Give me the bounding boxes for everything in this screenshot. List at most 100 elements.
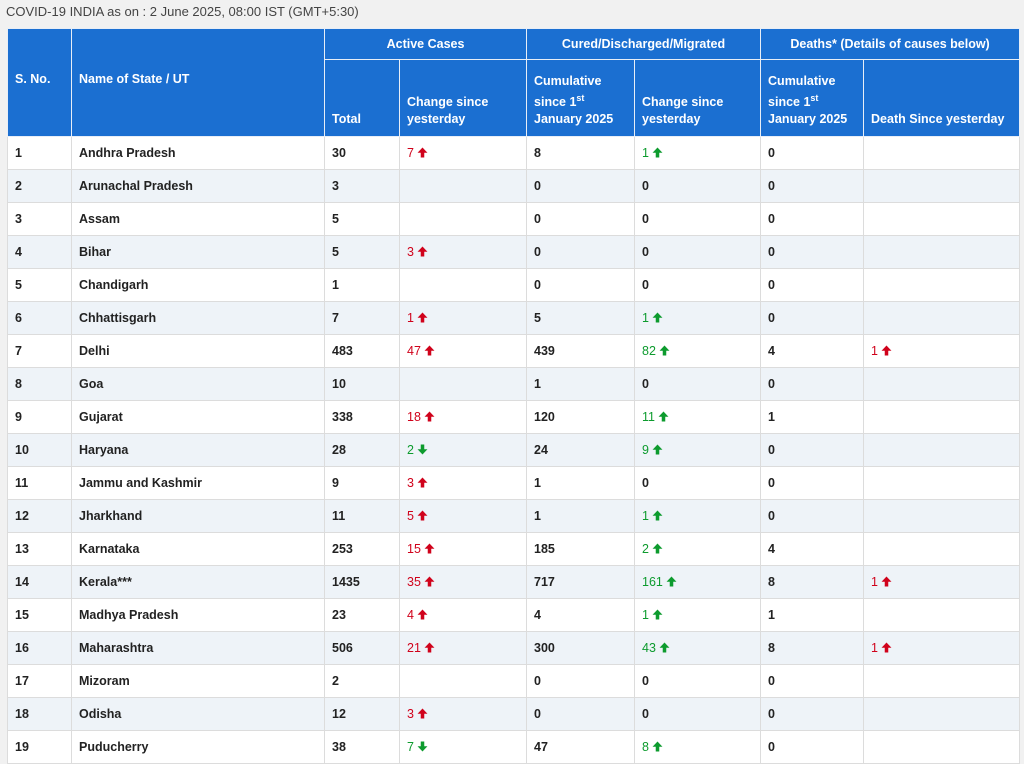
table-row: 9 Gujarat 338 18 120 11 1 — [7, 400, 1021, 434]
change-value: 5 — [407, 509, 414, 523]
cell-deaths-cumulative: 0 — [760, 136, 865, 170]
change-value: 7 — [407, 740, 414, 754]
cell-cured-change: 0 — [634, 367, 762, 401]
cell-death-change — [863, 367, 1021, 401]
cell-sno: 13 — [7, 532, 72, 566]
header-active-change: Change since yesterday — [398, 59, 528, 137]
table-row: 2 Arunachal Pradesh 3 0 0 0 — [7, 169, 1021, 203]
cell-sno: 6 — [7, 301, 72, 335]
table-row: 8 Goa 10 1 0 0 — [7, 367, 1021, 401]
cell-cured-cumulative: 300 — [526, 631, 636, 665]
header-cumulative-prefix: Cumulative since 1 — [768, 73, 836, 109]
table-row: 17 Mizoram 2 0 0 0 — [7, 664, 1021, 698]
header-active-total: Total — [324, 59, 400, 137]
cell-active-total: 3 — [324, 169, 400, 203]
cell-cured-change: 1 — [634, 136, 762, 170]
change-value: 43 — [642, 641, 656, 655]
change-value: 2 — [407, 443, 414, 457]
cell-deaths-cumulative: 0 — [760, 235, 865, 269]
cell-state-name: Maharashtra — [71, 631, 325, 665]
cell-death-change — [863, 664, 1021, 698]
cell-cured-cumulative: 0 — [526, 268, 636, 302]
change-value: 35 — [407, 575, 421, 589]
arrow-up-icon — [424, 543, 435, 554]
header-cured: Cured/Discharged/Migrated — [526, 28, 762, 60]
change-value: 8 — [642, 740, 649, 754]
cell-state-name: Kerala*** — [71, 565, 325, 599]
arrow-up-icon — [658, 411, 669, 422]
arrow-up-icon — [881, 642, 892, 653]
header-active-cases: Active Cases — [323, 28, 528, 60]
cell-cured-cumulative: 0 — [526, 664, 636, 698]
change-value: 0 — [642, 278, 649, 292]
table-row: 14 Kerala*** 1435 35 717 161 8 1 — [7, 565, 1021, 599]
cell-death-change: 1 — [863, 334, 1021, 368]
cell-cured-cumulative: 8 — [526, 136, 636, 170]
cell-active-total: 38 — [324, 730, 400, 764]
arrow-up-icon — [659, 642, 670, 653]
arrow-up-icon — [417, 609, 428, 620]
cell-active-total: 2 — [324, 664, 400, 698]
change-value: 1 — [642, 608, 649, 622]
cell-deaths-cumulative: 0 — [760, 367, 865, 401]
cell-cured-cumulative: 1 — [526, 466, 636, 500]
cell-cured-cumulative: 47 — [526, 730, 636, 764]
cell-death-change — [863, 598, 1021, 632]
cell-death-change — [863, 532, 1021, 566]
cell-state-name: Karnataka — [71, 532, 325, 566]
cell-sno: 11 — [7, 466, 72, 500]
cell-deaths-cumulative: 4 — [760, 334, 865, 368]
cell-deaths-cumulative: 0 — [760, 169, 865, 203]
header-cumulative-suffix: January 2025 — [534, 112, 614, 126]
cell-sno: 17 — [7, 664, 72, 698]
table-row: 15 Madhya Pradesh 23 4 4 1 1 — [7, 598, 1021, 632]
cell-active-change: 15 — [398, 532, 528, 566]
cell-state-name: Delhi — [71, 334, 325, 368]
change-value: 2 — [642, 542, 649, 556]
table-row: 12 Jharkhand 11 5 1 1 0 — [7, 499, 1021, 533]
change-value: 3 — [407, 245, 414, 259]
header-cumulative-sup: st — [576, 92, 585, 103]
cell-active-total: 10 — [324, 367, 400, 401]
table-row: 16 Maharashtra 506 21 300 43 8 1 — [7, 631, 1021, 665]
table-header: S. No. Name of State / UT Active Cases C… — [7, 28, 1021, 137]
cell-state-name: Puducherry — [71, 730, 325, 764]
cell-sno: 16 — [7, 631, 72, 665]
cell-cured-change: 2 — [634, 532, 762, 566]
arrow-up-icon — [424, 411, 435, 422]
cell-cured-cumulative: 717 — [526, 565, 636, 599]
header-cured-cumulative: Cumulative since 1st January 2025 — [526, 59, 636, 137]
arrow-up-icon — [417, 246, 428, 257]
cell-cured-change: 1 — [634, 598, 762, 632]
table-row: 1 Andhra Pradesh 30 7 8 1 0 — [7, 136, 1021, 170]
cell-death-change — [863, 697, 1021, 731]
cell-active-total: 338 — [324, 400, 400, 434]
cell-cured-cumulative: 120 — [526, 400, 636, 434]
change-value: 11 — [642, 410, 655, 424]
cell-active-total: 12 — [324, 697, 400, 731]
cell-active-change — [398, 169, 528, 203]
header-deaths: Deaths* (Details of causes below) — [760, 28, 1021, 60]
cell-active-change: 1 — [398, 301, 528, 335]
cell-sno: 5 — [7, 268, 72, 302]
covid-statewise-table: S. No. Name of State / UT Active Cases C… — [7, 28, 1021, 764]
arrow-up-icon — [424, 642, 435, 653]
cell-deaths-cumulative: 0 — [760, 730, 865, 764]
arrow-up-icon — [652, 312, 663, 323]
arrow-up-icon — [666, 576, 677, 587]
cell-sno: 12 — [7, 499, 72, 533]
cell-active-change: 3 — [398, 235, 528, 269]
header-cumulative-suffix: January 2025 — [768, 112, 848, 126]
header-sno: S. No. — [7, 28, 72, 137]
arrow-up-icon — [652, 444, 663, 455]
change-value: 0 — [642, 476, 649, 490]
header-state: Name of State / UT — [71, 28, 325, 137]
change-value: 7 — [407, 146, 414, 160]
arrow-up-icon — [652, 510, 663, 521]
cell-state-name: Andhra Pradesh — [71, 136, 325, 170]
cell-cured-cumulative: 0 — [526, 169, 636, 203]
cell-state-name: Chhattisgarh — [71, 301, 325, 335]
cell-cured-change: 0 — [634, 235, 762, 269]
change-value: 161 — [642, 575, 663, 589]
cell-active-change: 7 — [398, 136, 528, 170]
